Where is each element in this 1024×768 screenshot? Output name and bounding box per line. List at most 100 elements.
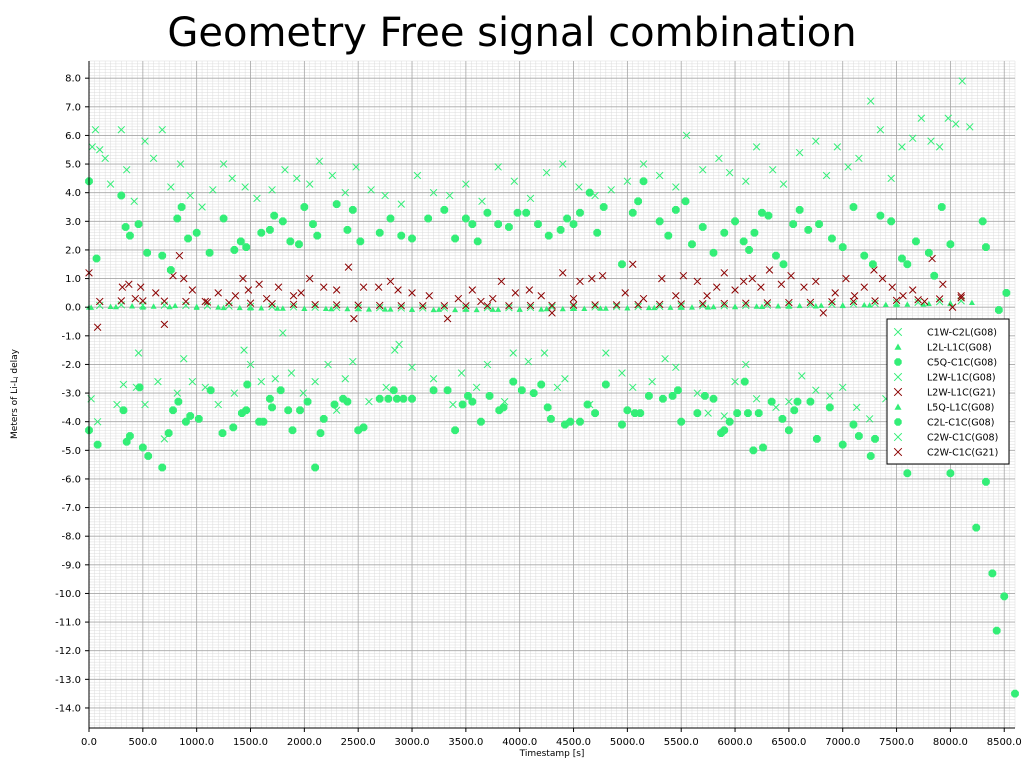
- data-point: [583, 400, 592, 409]
- data-point: [785, 298, 793, 307]
- data-point: [720, 228, 729, 237]
- data-point: [795, 205, 804, 214]
- data-point: [540, 349, 549, 357]
- data-point: [462, 302, 470, 310]
- data-point: [639, 294, 648, 303]
- data-point: [937, 203, 946, 211]
- data-point: [629, 260, 637, 269]
- data-point: [709, 248, 718, 257]
- x-tick-label: 6500.0: [771, 737, 806, 748]
- data-point: [176, 160, 185, 168]
- data-point: [682, 131, 691, 140]
- data-point: [844, 163, 852, 171]
- data-point: [241, 183, 249, 191]
- data-point: [789, 220, 798, 229]
- data-point: [542, 168, 551, 177]
- data-point: [612, 302, 621, 311]
- data-point: [451, 234, 459, 243]
- data-point: [903, 260, 912, 269]
- data-point: [939, 280, 947, 289]
- data-point: [106, 180, 115, 188]
- data-point: [96, 297, 104, 306]
- data-point: [154, 377, 162, 386]
- data-point: [629, 383, 637, 392]
- data-point: [752, 395, 761, 403]
- data-point: [257, 377, 266, 386]
- data-point: [658, 274, 666, 283]
- data-point: [537, 380, 546, 389]
- data-point: [244, 286, 253, 294]
- data-point: [126, 432, 134, 440]
- data-point: [119, 380, 128, 389]
- data-point: [409, 306, 416, 312]
- data-point: [509, 377, 518, 386]
- data-point: [397, 200, 406, 208]
- data-point: [286, 237, 295, 246]
- data-point: [795, 148, 804, 157]
- data-point: [739, 237, 748, 246]
- data-point: [852, 403, 861, 412]
- data-point: [785, 301, 793, 309]
- y-tick-label: 1.0: [65, 274, 81, 285]
- data-point: [107, 303, 114, 310]
- data-point: [198, 203, 206, 211]
- data-point: [343, 226, 352, 234]
- x-tick-label: 3000.0: [395, 737, 430, 748]
- data-point: [526, 301, 535, 310]
- data-point: [544, 231, 553, 240]
- data-point: [777, 280, 786, 289]
- data-point: [230, 389, 239, 397]
- x-tick-label: 0.0: [81, 737, 97, 748]
- data-point: [239, 274, 247, 283]
- data-point: [468, 286, 477, 294]
- data-point: [672, 183, 680, 191]
- data-point: [430, 306, 437, 313]
- data-point: [982, 477, 990, 486]
- data-point: [634, 302, 642, 311]
- data-point: [688, 304, 695, 310]
- y-tick-label: 8.0: [65, 74, 81, 85]
- data-point: [623, 177, 632, 185]
- data-point: [246, 299, 255, 307]
- data-point: [924, 248, 933, 257]
- data-point: [876, 125, 885, 134]
- series-L5Q-L1C(G08): [88, 300, 954, 312]
- y-axis-label: Meters of Li-Lⱼ delay: [10, 348, 20, 439]
- data-point: [838, 440, 847, 449]
- data-point: [800, 283, 808, 291]
- data-point: [443, 314, 452, 323]
- data-point: [440, 302, 449, 310]
- data-point: [768, 166, 777, 174]
- data-point: [757, 283, 765, 291]
- data-point: [733, 409, 742, 417]
- data-point: [96, 145, 104, 154]
- data-point: [182, 417, 190, 426]
- data-point: [184, 234, 192, 243]
- data-point: [160, 297, 169, 305]
- legend-marker: [894, 418, 902, 426]
- data-point: [387, 306, 394, 312]
- data-point: [742, 299, 750, 307]
- data-point: [621, 289, 629, 297]
- data-point: [462, 304, 470, 312]
- data-point: [225, 302, 233, 310]
- legend-label: L5Q-L1C(G08): [927, 403, 994, 414]
- data-point: [893, 301, 900, 308]
- data-point: [674, 386, 682, 395]
- data-point: [1002, 289, 1011, 297]
- data-point: [143, 248, 152, 257]
- data-point: [935, 143, 944, 151]
- data-point: [510, 177, 519, 185]
- data-point: [538, 306, 545, 312]
- data-point: [944, 114, 952, 123]
- data-point: [828, 300, 836, 309]
- data-point: [365, 306, 372, 312]
- data-point: [343, 397, 352, 406]
- data-point: [698, 166, 707, 174]
- data-point: [144, 452, 153, 460]
- data-point: [266, 394, 274, 403]
- data-point: [332, 301, 341, 309]
- data-point: [992, 626, 1001, 635]
- data-point: [806, 397, 815, 406]
